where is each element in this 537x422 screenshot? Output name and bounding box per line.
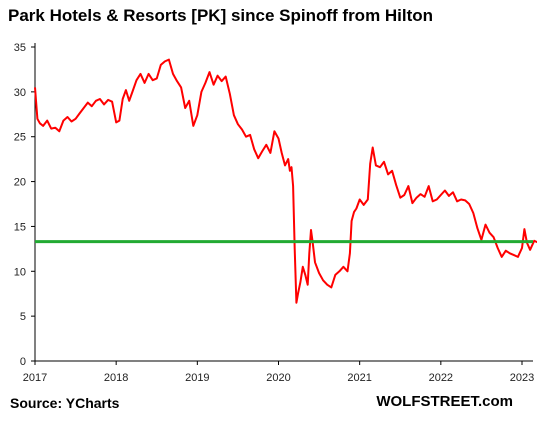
y-tick-label: 35 <box>14 42 26 54</box>
y-tick-label: 5 <box>20 311 26 323</box>
chart-title: Park Hotels & Resorts [PK] since Spinoff… <box>8 6 434 25</box>
x-tick-label: 2022 <box>429 372 453 384</box>
y-axis-ticks: 0 5 10 15 20 25 30 35 <box>14 42 35 368</box>
x-axis-ticks: 2017 2018 2019 2020 2021 2022 2023 <box>23 361 534 384</box>
x-tick-label: 2020 <box>266 372 290 384</box>
x-tick-label: 2019 <box>185 372 209 384</box>
y-tick-label: 25 <box>14 132 26 144</box>
x-tick-label: 2023 <box>510 372 534 384</box>
y-tick-label: 15 <box>14 221 26 233</box>
y-tick-label: 20 <box>14 177 26 189</box>
source-note: Source: YCharts <box>10 395 120 411</box>
price-series-line <box>34 58 537 304</box>
brand-label: WOLFSTREET.com <box>376 393 513 410</box>
y-tick-label: 10 <box>14 266 26 278</box>
x-tick-label: 2017 <box>23 372 47 384</box>
x-tick-label: 2021 <box>347 372 371 384</box>
y-tick-label: 0 <box>20 356 26 368</box>
y-tick-label: 30 <box>14 87 26 99</box>
x-tick-label: 2018 <box>104 372 128 384</box>
